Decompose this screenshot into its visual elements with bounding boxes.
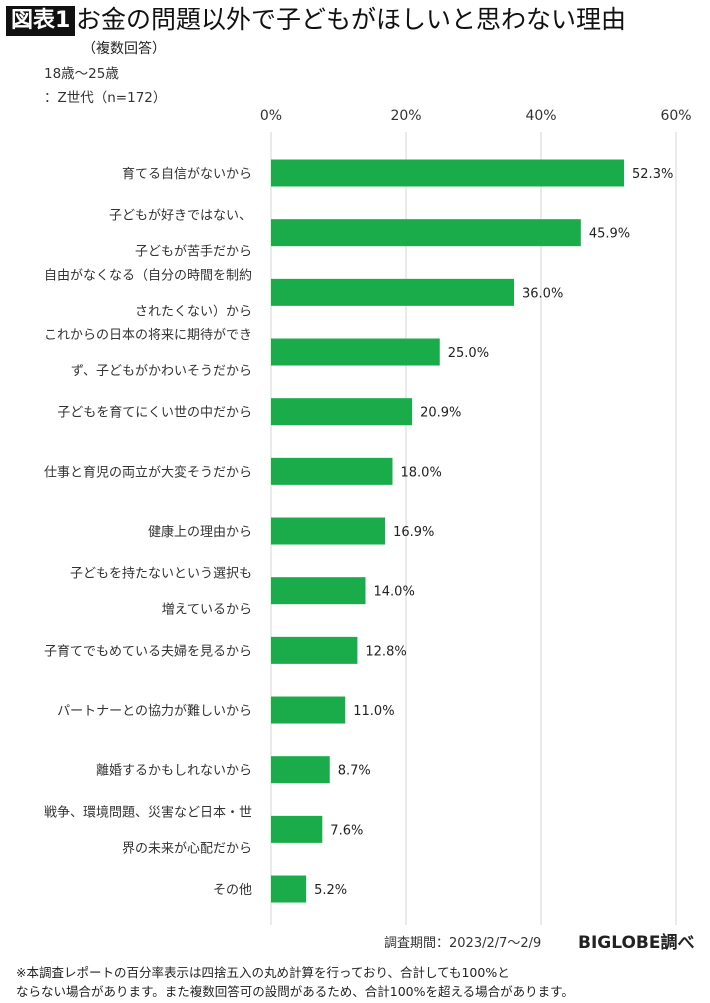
category-label: 育てる自信がないから [122, 166, 252, 182]
data-label: 36.0% [522, 286, 563, 301]
data-label: 7.6% [330, 823, 363, 838]
category-label: 界の未来が心配だから [122, 841, 252, 856]
footnote-line-1: ※本調査レポートの百分率表示は四捨五入の丸め計算を行っており、合計しても100%… [16, 965, 510, 980]
bar [271, 875, 307, 903]
sample-age: 18歳～25歳 [44, 66, 119, 82]
category-label: これからの日本の将来に期待ができ [44, 328, 252, 343]
category-label: パートナーとの協力が難しいから [57, 704, 252, 719]
data-label: 12.8% [365, 644, 406, 659]
category-label: 自由がなくなる（自分の時間を制約 [44, 268, 252, 283]
bar [271, 398, 413, 426]
sample-description: 18歳～25歳 ：Z世代（n=172） [44, 62, 166, 110]
bar [271, 815, 323, 843]
bar [271, 696, 346, 724]
category-label: 健康上の理由から [148, 524, 252, 540]
data-label: 52.3% [632, 167, 673, 182]
x-tick-label: 20% [390, 108, 421, 124]
figure-badge: 図表1 [6, 6, 76, 36]
data-label: 14.0% [374, 585, 415, 600]
data-label: 25.0% [448, 346, 489, 361]
x-tick-label: 40% [525, 108, 556, 124]
footnote: ※本調査レポートの百分率表示は四捨五入の丸め計算を行っており、合計しても100%… [16, 963, 574, 1001]
category-label: 子育てでもめている夫婦を見るから [44, 643, 252, 659]
x-tick-label: 0% [260, 108, 282, 124]
category-label: 子どもを育てにくい世の中だから [57, 405, 252, 421]
bar [271, 159, 625, 187]
category-label: 仕事と育児の両立が大変そうだから [44, 464, 252, 480]
category-label: 離婚するかもしれないから [96, 764, 252, 779]
source-credit: BIGLOBE調べ [578, 933, 695, 953]
data-label: 20.9% [420, 406, 461, 421]
category-label: 戦争、環境問題、災害など日本・世 [44, 804, 252, 820]
bar [271, 636, 358, 664]
bar [271, 577, 366, 605]
bar [271, 756, 330, 784]
bar [271, 278, 514, 306]
data-label: 18.0% [401, 465, 442, 480]
data-label: 5.2% [314, 883, 347, 898]
bar [271, 338, 440, 366]
bar [271, 219, 581, 247]
category-label: その他 [213, 883, 252, 898]
chart-subtitle: （複数回答） [82, 41, 166, 57]
data-label: 11.0% [353, 704, 394, 719]
survey-period: 調査期間：2023/2/7～2/9 [384, 936, 542, 951]
category-label: 子どもが好きではない、 [109, 209, 252, 224]
bar [271, 457, 393, 485]
data-label: 45.9% [589, 227, 630, 242]
bar [271, 517, 386, 545]
chart-title: お金の問題以外で子どもがほしいと思わない理由 [76, 5, 627, 34]
data-label: 16.9% [393, 525, 434, 540]
x-tick-label: 60% [660, 108, 691, 124]
category-label: ず、子どもがかわいそうだから [71, 364, 252, 379]
category-label: 増えているから [162, 603, 252, 618]
sample-size: ：Z世代（n=172） [44, 90, 167, 106]
category-label: されたくない）から [135, 304, 252, 319]
category-label: 子どもを持たないという選択も [70, 567, 252, 582]
data-label: 8.7% [338, 764, 371, 779]
category-label: 子どもが苦手だから [135, 244, 252, 260]
footnote-line-2: ならない場合があります。また複数回答可の設問があるため、合計100%を超える場合… [16, 984, 574, 999]
